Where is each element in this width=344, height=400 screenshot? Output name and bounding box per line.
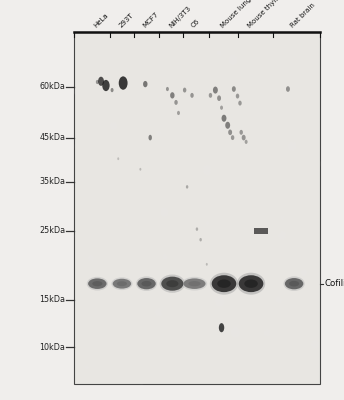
Ellipse shape [117, 157, 119, 160]
Ellipse shape [237, 273, 265, 295]
Ellipse shape [88, 278, 107, 289]
Ellipse shape [119, 76, 128, 90]
Ellipse shape [183, 278, 206, 289]
Ellipse shape [183, 88, 186, 92]
Ellipse shape [117, 281, 127, 286]
Ellipse shape [245, 140, 248, 144]
Ellipse shape [210, 273, 238, 295]
Text: HeLa: HeLa [93, 12, 110, 29]
Ellipse shape [189, 281, 201, 286]
Ellipse shape [111, 88, 114, 92]
Ellipse shape [209, 93, 212, 98]
Ellipse shape [160, 274, 185, 293]
Text: MCF7: MCF7 [142, 11, 160, 29]
Ellipse shape [232, 86, 236, 92]
Ellipse shape [92, 281, 103, 286]
Ellipse shape [200, 238, 202, 242]
Ellipse shape [149, 135, 152, 140]
Text: 25kDa: 25kDa [39, 226, 65, 235]
Ellipse shape [217, 280, 231, 288]
Ellipse shape [143, 81, 148, 87]
Text: 10kDa: 10kDa [40, 342, 65, 352]
Ellipse shape [212, 275, 236, 292]
Ellipse shape [283, 276, 305, 291]
Ellipse shape [161, 277, 183, 291]
Text: Mouse lung: Mouse lung [220, 0, 252, 29]
Ellipse shape [244, 280, 258, 288]
Ellipse shape [231, 135, 234, 140]
Ellipse shape [136, 276, 157, 291]
Text: 45kDa: 45kDa [39, 133, 65, 142]
Ellipse shape [139, 168, 141, 171]
Text: Cofilin: Cofilin [324, 279, 344, 288]
Ellipse shape [213, 86, 218, 94]
Ellipse shape [222, 115, 226, 122]
Ellipse shape [190, 93, 194, 98]
Ellipse shape [220, 106, 223, 110]
Text: Mouse thymus: Mouse thymus [247, 0, 287, 29]
Ellipse shape [137, 278, 156, 289]
Ellipse shape [219, 323, 224, 332]
Ellipse shape [87, 277, 108, 290]
Text: NIH/3T3: NIH/3T3 [168, 5, 192, 29]
Ellipse shape [289, 281, 299, 286]
Text: 293T: 293T [118, 12, 135, 29]
Ellipse shape [225, 122, 230, 129]
Ellipse shape [96, 80, 99, 84]
Ellipse shape [166, 280, 179, 287]
Ellipse shape [238, 101, 242, 106]
Ellipse shape [141, 281, 152, 286]
Ellipse shape [228, 130, 232, 135]
Ellipse shape [186, 185, 188, 189]
Ellipse shape [182, 277, 207, 290]
Ellipse shape [177, 111, 180, 115]
Ellipse shape [236, 94, 239, 98]
Ellipse shape [242, 135, 246, 140]
Text: Rat brain: Rat brain [290, 2, 316, 29]
Ellipse shape [170, 92, 174, 98]
Ellipse shape [239, 275, 264, 292]
Ellipse shape [113, 279, 131, 289]
Ellipse shape [217, 95, 221, 101]
Text: 60kDa: 60kDa [40, 82, 65, 91]
Bar [254, 228, 268, 234]
Ellipse shape [98, 77, 104, 86]
Ellipse shape [285, 278, 303, 289]
Ellipse shape [166, 87, 169, 91]
Ellipse shape [174, 100, 178, 105]
Ellipse shape [196, 227, 198, 231]
Ellipse shape [239, 130, 243, 135]
Ellipse shape [286, 86, 290, 92]
Text: 35kDa: 35kDa [39, 177, 65, 186]
FancyBboxPatch shape [74, 32, 320, 384]
Ellipse shape [206, 263, 208, 266]
Text: 15kDa: 15kDa [39, 295, 65, 304]
Ellipse shape [102, 80, 110, 91]
Text: C6: C6 [190, 18, 201, 29]
Ellipse shape [111, 277, 132, 290]
